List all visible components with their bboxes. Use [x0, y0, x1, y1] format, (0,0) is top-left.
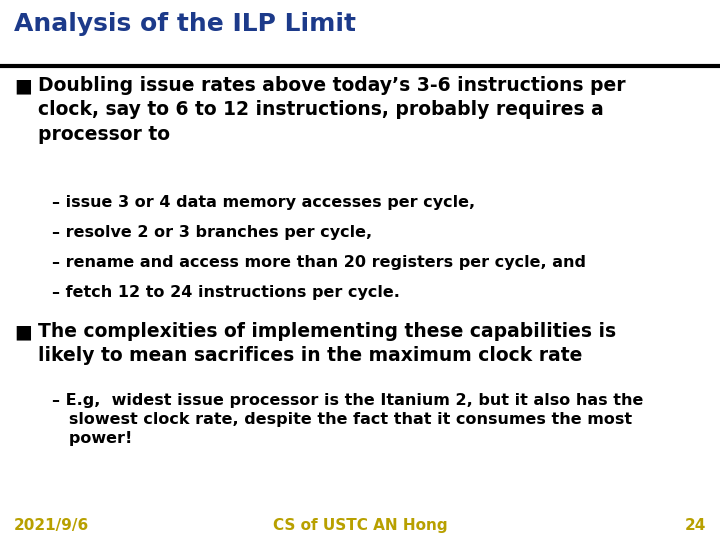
Text: 2021/9/6: 2021/9/6 [14, 518, 89, 533]
Text: ■: ■ [14, 76, 32, 95]
Text: Doubling issue rates above today’s 3-6 instructions per
clock, say to 6 to 12 in: Doubling issue rates above today’s 3-6 i… [38, 76, 626, 144]
Text: – E.g,  widest issue processor is the Itanium 2, but it also has the
   slowest : – E.g, widest issue processor is the Ita… [52, 393, 644, 447]
Text: ■: ■ [14, 322, 32, 341]
Text: CS of USTC AN Hong: CS of USTC AN Hong [273, 518, 447, 533]
Text: The complexities of implementing these capabilities is
likely to mean sacrifices: The complexities of implementing these c… [38, 322, 616, 365]
Text: – issue 3 or 4 data memory accesses per cycle,: – issue 3 or 4 data memory accesses per … [52, 195, 475, 210]
Text: Analysis of the ILP Limit: Analysis of the ILP Limit [14, 12, 356, 36]
Text: 24: 24 [685, 518, 706, 533]
Text: – fetch 12 to 24 instructions per cycle.: – fetch 12 to 24 instructions per cycle. [52, 285, 400, 300]
Text: – resolve 2 or 3 branches per cycle,: – resolve 2 or 3 branches per cycle, [52, 225, 372, 240]
Text: – rename and access more than 20 registers per cycle, and: – rename and access more than 20 registe… [52, 255, 586, 270]
